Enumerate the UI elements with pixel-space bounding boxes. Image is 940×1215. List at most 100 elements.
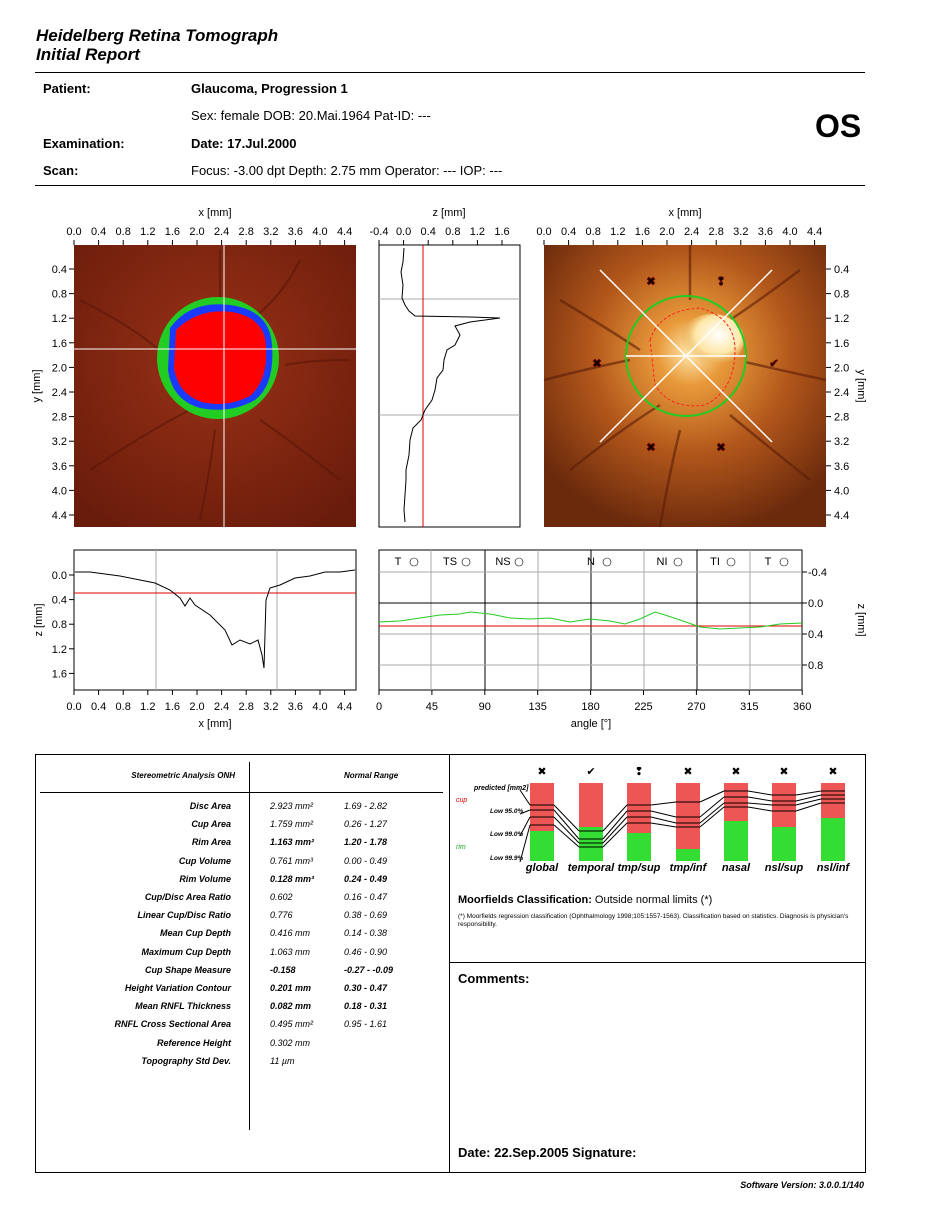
stereometric-value: 0.416 mm bbox=[270, 928, 311, 939]
tick-mark bbox=[747, 796, 773, 802]
tick-mark bbox=[747, 806, 773, 812]
sector-clock-icon bbox=[602, 557, 612, 567]
legend-predicted: predicted [mm2] bbox=[473, 785, 529, 792]
contour-graph bbox=[378, 549, 803, 691]
stereometric-parameter: Maximum Cup Depth bbox=[141, 946, 231, 957]
tick-label: 3.6 bbox=[288, 701, 303, 713]
tick-label: 0.8 bbox=[808, 660, 823, 672]
tick-mark bbox=[795, 794, 822, 802]
sector-label: N bbox=[587, 556, 595, 568]
tick-label: 0.4 bbox=[834, 264, 849, 276]
tick-label: 1.6 bbox=[165, 226, 180, 238]
stereometric-value: 0.082 mm bbox=[270, 1001, 312, 1012]
stereometric-value: 0.302 mm bbox=[270, 1037, 311, 1048]
tick-label: 3.2 bbox=[263, 226, 278, 238]
sector-status-icon: ✖ bbox=[779, 766, 788, 778]
sector-clock-icon bbox=[726, 557, 736, 567]
rim-bar bbox=[821, 818, 845, 861]
software-version: Software Version: 3.0.0.1/140 bbox=[740, 1180, 864, 1190]
rim-bar bbox=[530, 831, 554, 861]
stereometric-parameter: Rim Volume bbox=[179, 873, 231, 884]
report-title: Heidelberg Retina Tomograph bbox=[36, 26, 279, 45]
tick-mark bbox=[519, 809, 531, 815]
tick-mark bbox=[519, 789, 531, 806]
stereometric-parameter: Cup Shape Measure bbox=[144, 964, 231, 975]
tick-label: 360 bbox=[793, 701, 811, 713]
tick-mark bbox=[650, 822, 677, 828]
tick-label: 225 bbox=[634, 701, 652, 713]
tick-label: 4.4 bbox=[337, 226, 352, 238]
tick-mark bbox=[553, 824, 580, 848]
stereometric-normal-range: 0.14 - 0.38 bbox=[344, 928, 388, 939]
sector-clock-icon bbox=[779, 557, 789, 567]
tick-label: 1.6 bbox=[165, 701, 180, 713]
tick-label: 0.8 bbox=[52, 619, 67, 631]
legend-low999: Low 99.9% bbox=[490, 855, 523, 862]
sector-label: TS bbox=[443, 556, 457, 568]
tick-label: 4.0 bbox=[312, 701, 327, 713]
stereometric-value: 11 µm bbox=[270, 1055, 295, 1066]
stereometric-value: 0.776 bbox=[270, 910, 293, 921]
x-axis-title: x [mm] bbox=[199, 207, 232, 219]
tick-label: 0.8 bbox=[52, 289, 67, 301]
moorfields-bar-chart: global ✖ temporal ✔ tmp/sup ❢ tmp/inf ✖ nasal ✖ ns… bbox=[456, 766, 851, 874]
angle-axis-title: angle [°] bbox=[571, 718, 611, 730]
tick-mark bbox=[747, 802, 773, 806]
sector-label: T bbox=[765, 556, 772, 568]
sector-status-icon: ✖ bbox=[537, 766, 546, 778]
stereometric-value: 0.128 mm³ bbox=[270, 873, 315, 884]
tick-mark bbox=[650, 816, 677, 824]
sector-name: tmp/sup bbox=[618, 862, 661, 874]
stereometric-parameter: Disc Area bbox=[189, 801, 231, 811]
eye-indicator: OS bbox=[815, 108, 862, 144]
tick-label: 2.8 bbox=[709, 226, 724, 238]
y-axis-title: y [mm] bbox=[31, 370, 43, 403]
tick-label: 2.4 bbox=[834, 387, 849, 399]
tick-label: 1.2 bbox=[610, 226, 625, 238]
stereometric-parameter: Rim Area bbox=[191, 837, 231, 848]
tick-label: 1.2 bbox=[140, 701, 155, 713]
stereometric-normal-range: 0.26 - 1.27 bbox=[344, 819, 388, 830]
sector-status-icon: ✖ bbox=[646, 276, 655, 288]
tick-label: 2.0 bbox=[834, 362, 849, 374]
rim-bar bbox=[676, 849, 700, 861]
sector-name: nasal bbox=[722, 862, 751, 874]
tick-mark bbox=[553, 809, 580, 840]
x-axis-title: x [mm] bbox=[669, 207, 702, 219]
tick-mark bbox=[602, 810, 628, 840]
tick-label: -0.4 bbox=[370, 226, 389, 238]
sector-label: T bbox=[395, 556, 402, 568]
tick-label: 0.8 bbox=[586, 226, 601, 238]
tick-mark bbox=[699, 806, 725, 828]
stereometric-parameter: Cup/Disc Area Ratio bbox=[144, 892, 231, 902]
rim-bar bbox=[724, 821, 748, 861]
tick-label: 4.0 bbox=[834, 485, 849, 497]
moorfields-classification: Moorfields Classification: Outside norma… bbox=[458, 894, 712, 906]
horizontal-z-profile bbox=[73, 549, 357, 691]
examination-label: Examination: bbox=[43, 136, 125, 151]
tick-label: 2.4 bbox=[214, 226, 229, 238]
tick-mark bbox=[602, 816, 628, 844]
cup-bar bbox=[724, 783, 748, 821]
tick-mark bbox=[602, 804, 628, 832]
comments-label: Comments: bbox=[458, 971, 530, 986]
tick-mark bbox=[795, 798, 822, 806]
stereometric-normal-range: -0.27 - -0.09 bbox=[344, 964, 394, 975]
stereometric-normal-range: 0.38 - 0.69 bbox=[344, 910, 388, 921]
tick-label: 3.2 bbox=[733, 226, 748, 238]
tick-label: 3.6 bbox=[288, 226, 303, 238]
tick-label: 2.0 bbox=[52, 362, 67, 374]
z-axis-title: z [mm] bbox=[855, 604, 867, 637]
tick-label: 1.2 bbox=[52, 313, 67, 325]
tick-mark bbox=[699, 790, 725, 803]
sector-name: nsl/sup bbox=[765, 862, 804, 874]
sector-status-icon: ✔ bbox=[586, 766, 595, 778]
stereometric-value: 1.759 mm² bbox=[270, 819, 314, 830]
divider bbox=[35, 185, 865, 186]
tick-label: 2.0 bbox=[659, 226, 674, 238]
rim-bar bbox=[772, 827, 796, 861]
sector-status-icon: ❢ bbox=[634, 766, 643, 778]
date-signature: Date: 22.Sep.2005 Signature: bbox=[458, 1145, 637, 1160]
stereometric-normal-range: 0.00 - 0.49 bbox=[344, 855, 388, 866]
tick-label: 1.2 bbox=[140, 226, 155, 238]
